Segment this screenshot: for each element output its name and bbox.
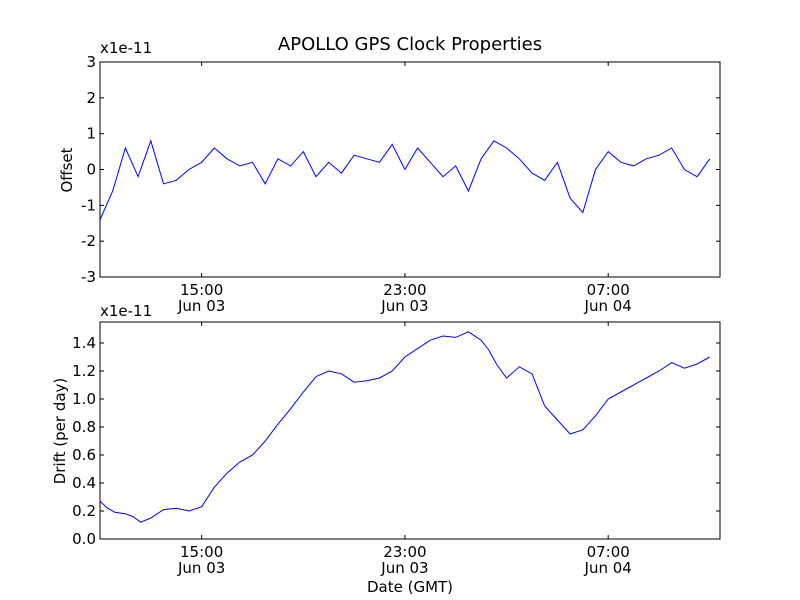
drift-y-tick-label: 1.2 <box>72 362 96 380</box>
drift-x-tick-time: 15:00 <box>180 543 223 561</box>
drift-y-tick-label: 1.4 <box>72 334 96 352</box>
drift-multiplier-label: x1e-11 <box>100 302 152 320</box>
offset-plot-frame <box>99 61 721 278</box>
offset-x-tick-time: 15:00 <box>180 281 223 299</box>
offset-y-tick-label: 2 <box>86 89 96 107</box>
offset-y-tick-label: -3 <box>81 268 96 286</box>
offset-y-tick-label: -2 <box>81 232 96 250</box>
offset-y-tick-label: 3 <box>86 53 96 71</box>
offset-x-tick-time: 07:00 <box>587 281 630 299</box>
drift-y-tick-label: 0.6 <box>72 446 96 464</box>
drift-y-tick-label: 0.2 <box>72 502 96 520</box>
drift-y-tick-label: 0.8 <box>72 418 96 436</box>
drift-plot-frame <box>99 321 721 540</box>
drift-x-tick-date: Jun 03 <box>380 559 428 577</box>
drift-x-tick-date: Jun 03 <box>177 559 225 577</box>
drift-y-tick-label: 0.4 <box>72 474 96 492</box>
offset-multiplier-label: x1e-11 <box>100 39 152 57</box>
offset-y-tick-label: -1 <box>81 196 96 214</box>
offset-y-tick-label: 1 <box>86 125 96 143</box>
offset-y-axis-label: Offset <box>58 147 76 192</box>
chart-title: APOLLO GPS Clock Properties <box>278 34 542 55</box>
offset-x-tick-time: 23:00 <box>383 281 426 299</box>
x-axis-label: Date (GMT) <box>367 578 453 596</box>
offset-y-tick-label: 0 <box>86 161 96 179</box>
drift-y-tick-label: 1.0 <box>72 390 96 408</box>
drift-panel: x1e-11 Drift (per day) 0.0 0.2 0.4 0.6 0.8 1.… <box>51 302 721 596</box>
offset-x-tick-date: Jun 03 <box>380 297 428 315</box>
drift-x-tick-date: Jun 04 <box>584 559 632 577</box>
offset-y-ticks: -3 -2 -1 0 1 2 3 <box>81 53 720 286</box>
drift-x-tick-time: 23:00 <box>383 543 426 561</box>
drift-y-ticks: 0.0 0.2 0.4 0.6 0.8 1.0 1.2 1.4 <box>72 334 720 548</box>
offset-x-tick-date: Jun 03 <box>177 297 225 315</box>
drift-x-tick-time: 07:00 <box>587 543 630 561</box>
drift-y-tick-label: 0.0 <box>72 530 96 548</box>
drift-series-line <box>99 331 711 523</box>
offset-series-line <box>99 139 711 220</box>
offset-x-tick-date: Jun 04 <box>584 297 632 315</box>
drift-y-axis-label: Drift (per day) <box>51 378 69 485</box>
